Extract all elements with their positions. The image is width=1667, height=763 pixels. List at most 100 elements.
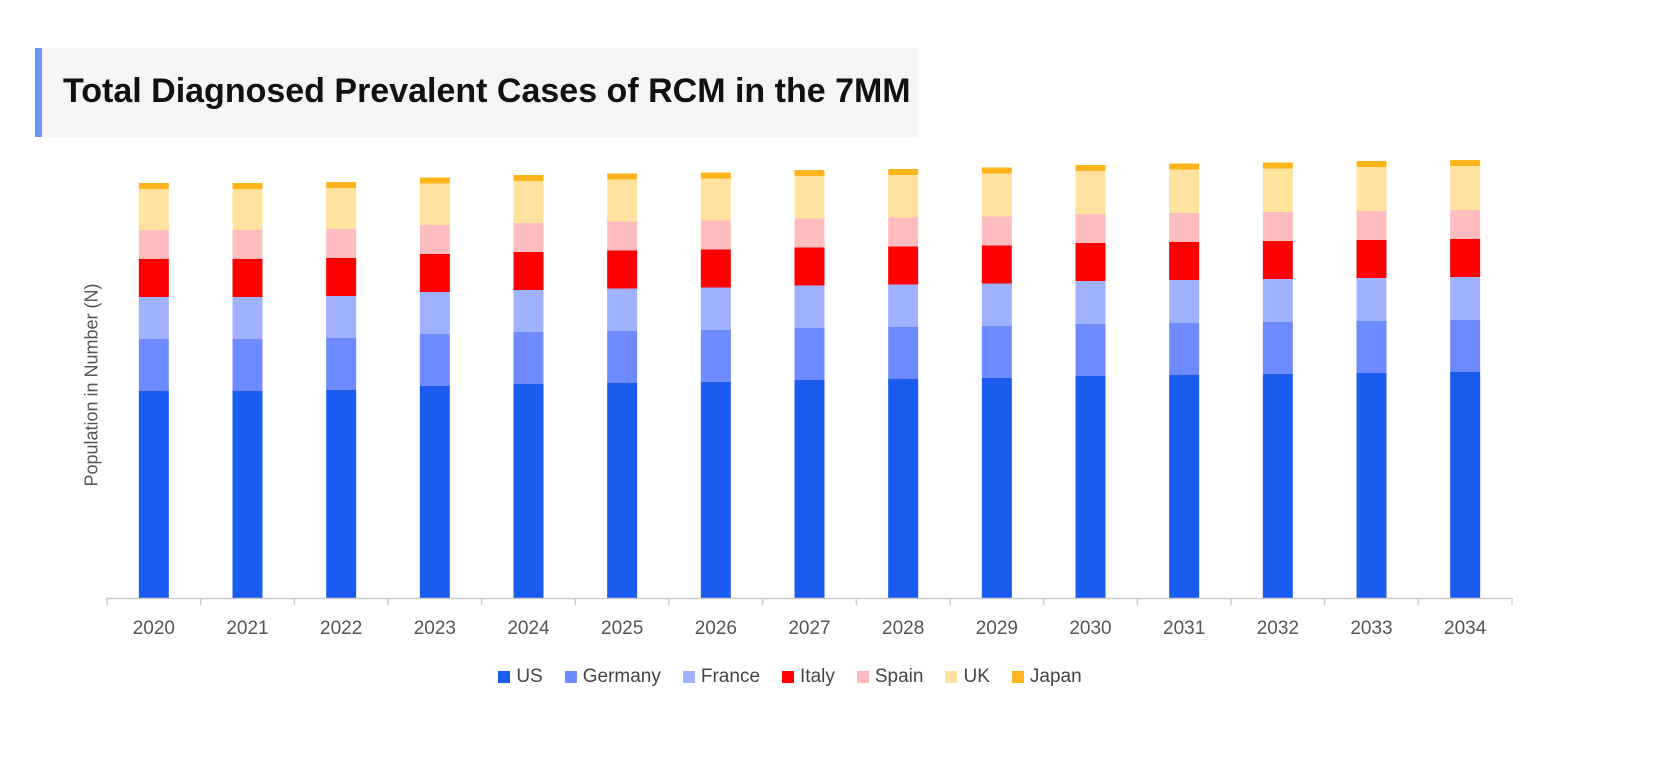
bar-germany-2030 bbox=[1075, 324, 1106, 376]
x-tick-label: 2023 bbox=[414, 618, 456, 639]
bar-italy-2029 bbox=[981, 245, 1012, 284]
bar-italy-2033 bbox=[1356, 240, 1387, 278]
bar-us-2034 bbox=[1450, 372, 1481, 598]
bar-us-2023 bbox=[419, 386, 450, 598]
x-tick-label: 2030 bbox=[1069, 618, 1111, 639]
bar-uk-2024 bbox=[513, 181, 544, 223]
bar-uk-2027 bbox=[794, 176, 825, 219]
x-tick-label: 2032 bbox=[1257, 618, 1299, 639]
bar-germany-2023 bbox=[419, 334, 450, 386]
legend-item-italy[interactable]: Italy bbox=[782, 666, 835, 688]
bar-uk-2022 bbox=[326, 188, 357, 229]
legend-item-germany[interactable]: Germany bbox=[564, 666, 661, 688]
bar-spain-2024 bbox=[513, 223, 544, 252]
chart-title: Total Diagnosed Prevalent Cases of RCM i… bbox=[63, 72, 911, 110]
bar-japan-2024 bbox=[513, 175, 544, 181]
bar-spain-2026 bbox=[700, 220, 731, 250]
bar-uk-2020 bbox=[138, 189, 169, 230]
bar-us-2022 bbox=[326, 390, 357, 598]
legend-label: Italy bbox=[800, 666, 835, 687]
bar-italy-2027 bbox=[794, 247, 825, 286]
bar-japan-2034 bbox=[1450, 160, 1481, 166]
bar-japan-2032 bbox=[1262, 162, 1293, 169]
bar-spain-2028 bbox=[888, 217, 919, 247]
bar-spain-2023 bbox=[419, 225, 450, 254]
bar-france-2031 bbox=[1169, 280, 1200, 323]
legend-item-japan[interactable]: Japan bbox=[1011, 666, 1082, 688]
legend-label: UK bbox=[963, 666, 990, 687]
bar-germany-2031 bbox=[1169, 323, 1200, 375]
bar-france-2020 bbox=[138, 297, 169, 339]
x-tick-label: 2025 bbox=[601, 618, 643, 639]
title-box: Total Diagnosed Prevalent Cases of RCM i… bbox=[35, 48, 918, 137]
bar-italy-2023 bbox=[419, 254, 450, 292]
bar-spain-2027 bbox=[794, 218, 825, 248]
legend-swatch bbox=[682, 671, 695, 683]
bar-us-2033 bbox=[1356, 373, 1387, 598]
bar-germany-2024 bbox=[513, 332, 544, 384]
x-tick-label: 2020 bbox=[133, 618, 175, 639]
bar-germany-2025 bbox=[607, 331, 638, 383]
legend-swatch bbox=[945, 671, 958, 683]
x-tick-label: 2031 bbox=[1163, 618, 1205, 639]
bar-spain-2030 bbox=[1075, 214, 1106, 243]
x-tick-label: 2028 bbox=[882, 618, 924, 639]
legend-swatch bbox=[498, 671, 511, 683]
legend-item-us[interactable]: US bbox=[498, 666, 543, 688]
bar-italy-2022 bbox=[326, 258, 357, 296]
bar-japan-2028 bbox=[888, 169, 919, 175]
bar-japan-2033 bbox=[1356, 161, 1387, 167]
bar-uk-2023 bbox=[419, 183, 450, 225]
x-tick-label: 2034 bbox=[1444, 618, 1487, 639]
bar-us-2021 bbox=[232, 391, 263, 598]
bar-uk-2028 bbox=[888, 175, 919, 218]
bar-japan-2021 bbox=[232, 183, 263, 189]
bar-spain-2034 bbox=[1450, 210, 1481, 239]
bar-germany-2034 bbox=[1450, 320, 1481, 372]
bar-france-2022 bbox=[326, 296, 357, 338]
bar-italy-2030 bbox=[1075, 243, 1106, 281]
bar-us-2029 bbox=[981, 378, 1012, 598]
bar-us-2030 bbox=[1075, 376, 1106, 598]
bar-germany-2027 bbox=[794, 328, 825, 380]
bar-japan-2020 bbox=[138, 183, 169, 189]
bar-france-2025 bbox=[607, 288, 638, 331]
legend-label: Spain bbox=[874, 666, 924, 687]
bar-spain-2029 bbox=[981, 216, 1012, 246]
bar-france-2034 bbox=[1450, 277, 1481, 320]
bar-us-2027 bbox=[794, 380, 825, 598]
bar-italy-2034 bbox=[1450, 239, 1481, 277]
bar-uk-2030 bbox=[1075, 171, 1106, 214]
x-tick-label: 2029 bbox=[976, 618, 1018, 639]
bar-italy-2026 bbox=[700, 249, 731, 288]
bar-germany-2033 bbox=[1356, 321, 1387, 373]
bar-us-2028 bbox=[888, 379, 919, 598]
legend-item-spain[interactable]: Spain bbox=[856, 666, 924, 688]
x-tick-label: 2026 bbox=[695, 618, 737, 639]
bar-spain-2031 bbox=[1169, 213, 1200, 242]
legend-label: US bbox=[516, 666, 543, 687]
legend-item-uk[interactable]: UK bbox=[945, 666, 990, 688]
bar-uk-2026 bbox=[700, 178, 731, 221]
x-tick-label: 2033 bbox=[1350, 618, 1392, 639]
bar-italy-2024 bbox=[513, 252, 544, 290]
bar-france-2029 bbox=[981, 283, 1012, 326]
bar-germany-2020 bbox=[138, 339, 169, 391]
bar-spain-2022 bbox=[326, 229, 357, 258]
legend-label: France bbox=[700, 666, 761, 687]
bar-japan-2022 bbox=[326, 182, 357, 188]
x-tick-label: 2021 bbox=[226, 618, 268, 639]
bar-italy-2032 bbox=[1262, 241, 1293, 279]
bar-japan-2029 bbox=[981, 167, 1012, 174]
bar-france-2030 bbox=[1075, 281, 1106, 324]
legend-item-france[interactable]: France bbox=[682, 666, 761, 688]
bar-italy-2031 bbox=[1169, 242, 1200, 280]
bar-uk-2029 bbox=[981, 173, 1012, 217]
x-tick-label: 2024 bbox=[507, 618, 550, 639]
bar-spain-2033 bbox=[1356, 211, 1387, 240]
legend-swatch bbox=[856, 671, 869, 683]
bar-germany-2022 bbox=[326, 338, 357, 390]
bar-italy-2020 bbox=[138, 259, 169, 297]
bar-japan-2031 bbox=[1169, 163, 1200, 170]
